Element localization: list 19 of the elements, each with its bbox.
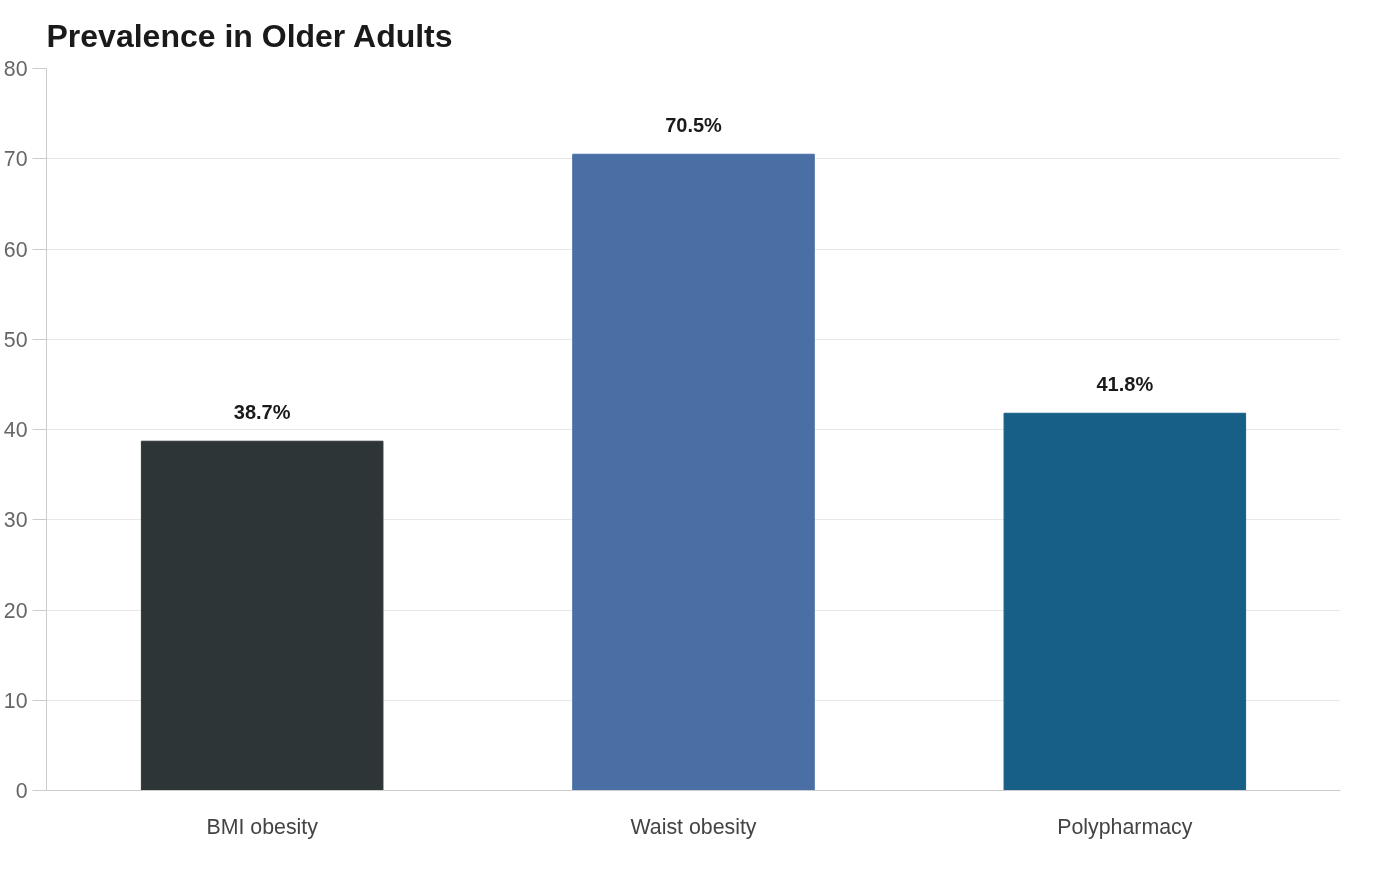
y-tick-label: 20 — [3, 598, 28, 623]
y-tick-label: 0 — [15, 779, 28, 803]
chart-title: Prevalence in Older Adults — [46, 17, 453, 54]
y-tick-label: 10 — [3, 688, 28, 713]
bar — [1003, 412, 1247, 791]
y-tick-label: 30 — [3, 508, 28, 533]
data-label: 41.8% — [1096, 373, 1154, 396]
data-label: 38.7% — [233, 401, 291, 424]
y-tick-label: 60 — [3, 237, 28, 262]
data-label: 70.5% — [665, 114, 723, 137]
x-tick-label: BMI obesity — [206, 814, 319, 839]
y-tick-label: 40 — [3, 418, 28, 442]
x-tick-label: Polypharmacy — [1057, 814, 1193, 839]
y-tick-label: 50 — [3, 327, 28, 352]
bar — [140, 440, 384, 791]
x-tick-label: Waist obesity — [630, 814, 757, 839]
y-tick-label: 70 — [3, 147, 28, 172]
bar — [572, 153, 815, 791]
y-tick-label: 80 — [3, 57, 28, 81]
